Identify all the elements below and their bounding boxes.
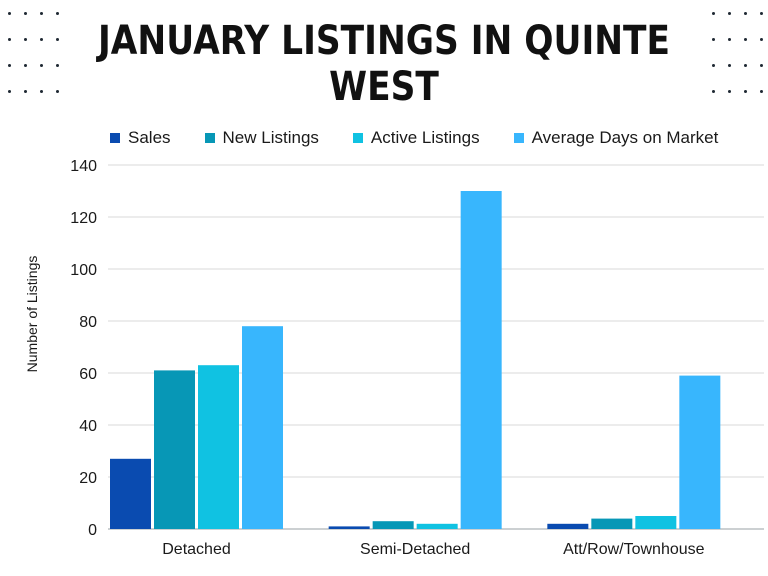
y-tick-label: 80 xyxy=(79,314,97,331)
legend-swatch xyxy=(352,133,363,143)
chart-title: JANUARY LISTINGS IN QUINTE WEST xyxy=(97,18,671,110)
legend-label: Sales xyxy=(128,128,171,147)
legend-swatch xyxy=(204,133,215,143)
y-tick-label: 20 xyxy=(79,470,97,487)
legend-label: New Listings xyxy=(222,128,319,147)
bar xyxy=(110,458,151,529)
legend-label: Active Listings xyxy=(370,128,480,147)
bar xyxy=(635,516,677,529)
bar xyxy=(416,523,458,529)
bar xyxy=(679,375,721,529)
legend-label: Average Days on Market xyxy=(531,128,719,147)
bar xyxy=(328,526,370,529)
y-tick-label: 0 xyxy=(88,522,97,539)
x-tick-label: Semi-Detached xyxy=(360,541,470,558)
bar xyxy=(372,521,414,529)
y-tick-label: 40 xyxy=(79,418,97,435)
legend-item: Active Listings xyxy=(352,128,480,148)
legend-item: Average Days on Market xyxy=(513,128,719,148)
y-tick-label: 120 xyxy=(70,210,97,227)
bar xyxy=(460,191,502,529)
y-tick-label: 140 xyxy=(70,158,97,175)
x-tick-label: Detached xyxy=(162,541,231,558)
legend-swatch xyxy=(110,133,120,143)
x-tick-label: Att/Row/Townhouse xyxy=(563,541,705,558)
bar xyxy=(154,370,195,529)
chart-legend: Sales New Listings Active Listings Average … xyxy=(110,128,768,148)
bar xyxy=(591,518,633,529)
y-tick-label: 100 xyxy=(70,262,97,279)
bar xyxy=(242,326,283,529)
legend-swatch xyxy=(513,133,524,143)
legend-item: Sales xyxy=(110,128,171,148)
legend-item: New Listings xyxy=(204,128,319,148)
bar xyxy=(198,365,239,529)
y-tick-label: 60 xyxy=(79,366,97,383)
bar xyxy=(547,523,589,529)
